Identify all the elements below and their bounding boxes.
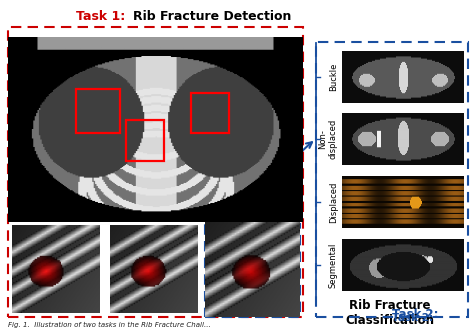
Text: Task 1:: Task 1: [76,10,130,23]
Bar [205,224,300,317]
Text: Buckle: Buckle [329,63,338,91]
Text: Rib Fracture Detection: Rib Fracture Detection [133,10,292,23]
Text: Task 2:: Task 2: [392,308,443,321]
Text: Displaced: Displaced [329,181,338,223]
Text: Rib Fracture
Classification: Rib Fracture Classification [346,299,435,327]
Text: Fig. 1.  Illustration of two tasks in the Rib Fracture Chall...: Fig. 1. Illustration of two tasks in the… [8,322,211,328]
Text: Non-
displaced: Non- displaced [319,119,338,159]
Bar [126,120,164,161]
Bar [191,92,229,133]
Text: Segmental: Segmental [329,242,338,288]
Bar [76,89,120,133]
Bar [316,42,468,317]
Text: Task 2:: Task 2: [392,313,437,323]
Bar [8,27,303,317]
